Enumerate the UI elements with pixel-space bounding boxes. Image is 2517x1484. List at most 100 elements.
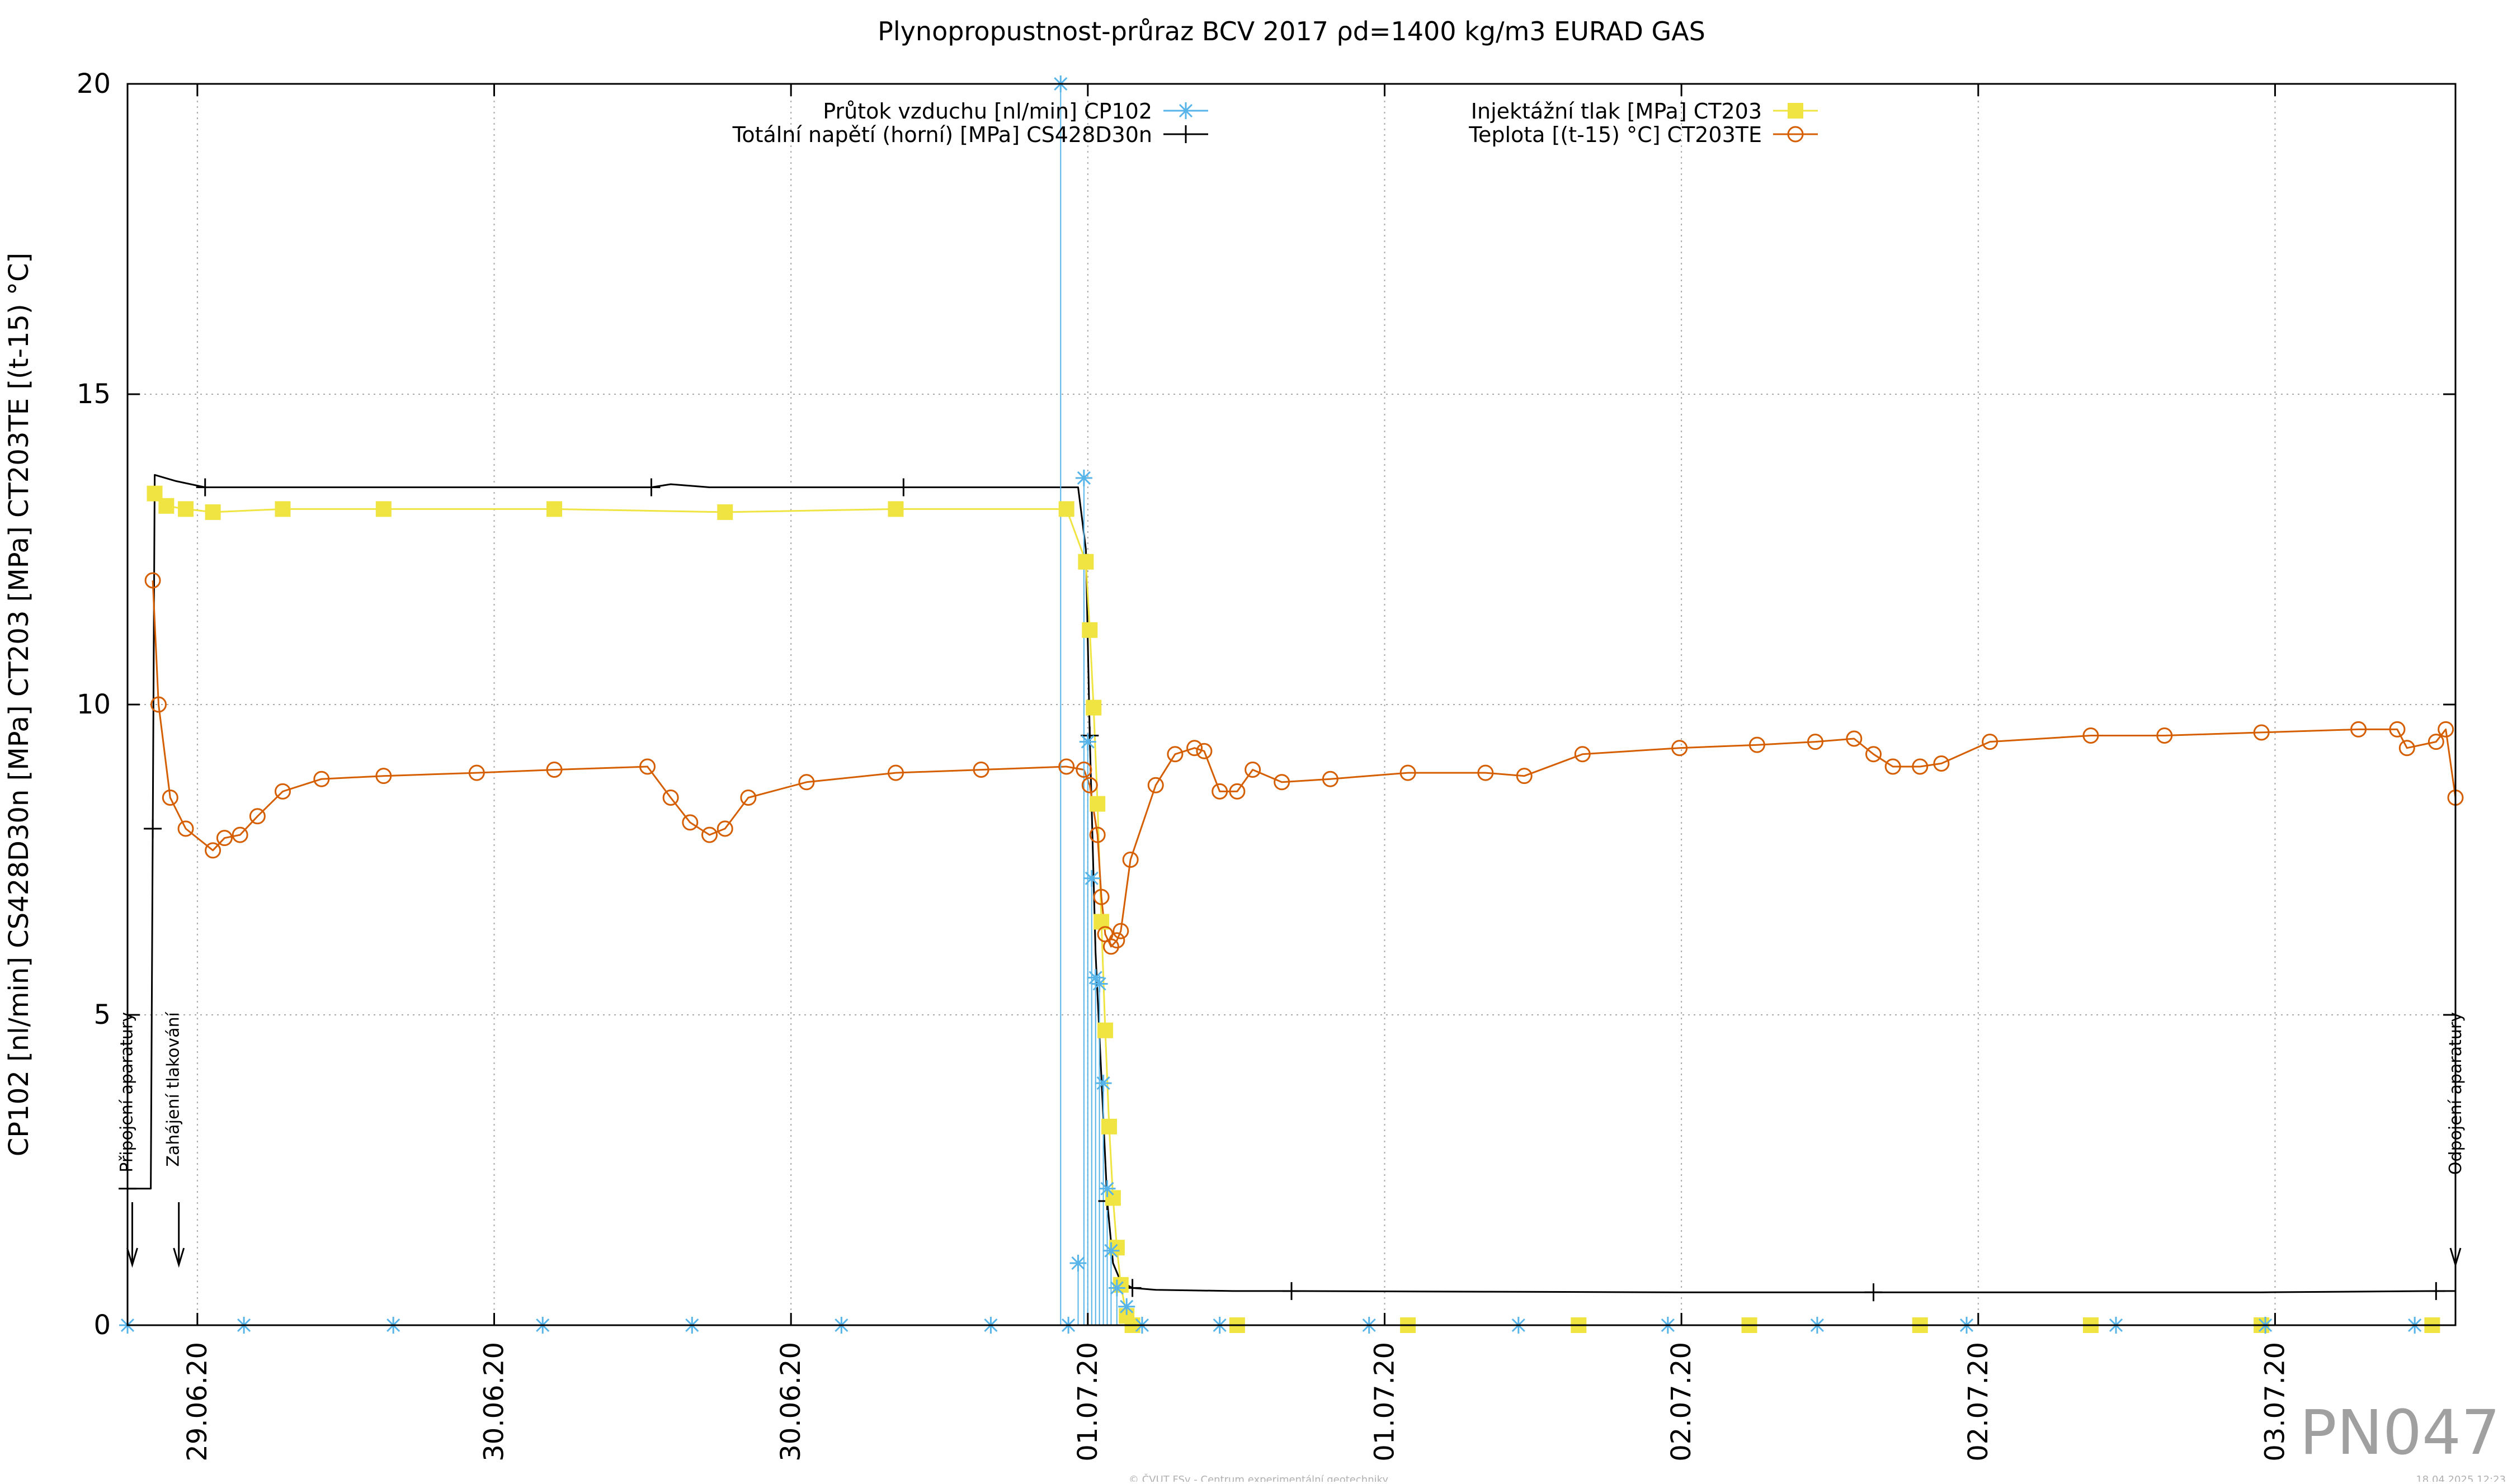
series-2-point <box>1322 771 1338 787</box>
series-0-point <box>2427 1282 2445 1300</box>
series-1-point <box>1090 796 1106 812</box>
y-tick-label: 10 <box>77 689 111 720</box>
series-2-point <box>162 790 178 806</box>
series-1-point <box>205 504 221 520</box>
series-2-point <box>1274 774 1290 791</box>
series-2-point <box>1748 736 1765 753</box>
watermark: PN047 <box>2299 1397 2500 1468</box>
legend-swatch-marker <box>1787 126 1804 143</box>
series-2-point <box>249 808 266 825</box>
series-2-point <box>1516 768 1533 784</box>
series-2-point <box>701 826 718 843</box>
series-2-point <box>682 814 699 831</box>
annotation-layer: Připojení aparatury Zahájení tlakování Odp… <box>117 1011 2466 1268</box>
series-0-point <box>642 478 661 497</box>
series-2-point <box>1807 734 1823 750</box>
series-1-point <box>1058 501 1074 517</box>
series-2-point <box>1196 743 1213 759</box>
series-3-point <box>1108 1279 1125 1297</box>
series-1-point <box>1078 554 1094 570</box>
legend-label: Teplota [(t-15) °C] CT203TE <box>1468 122 1762 147</box>
annotation-label: Zahájení tlakování <box>164 1011 183 1166</box>
series-2-point <box>1109 932 1125 949</box>
series-2-point <box>2398 740 2415 757</box>
legend-swatch-marker <box>1788 103 1803 119</box>
series-0-point <box>144 820 162 838</box>
series-2-point <box>1865 746 1882 763</box>
series-2-point <box>150 696 167 713</box>
y-axis-label: CP102 [nl/min] CS428D30n [MPa] CT203 [MP… <box>3 253 35 1156</box>
series-2-point <box>468 764 485 781</box>
series-2-point <box>1076 762 1092 778</box>
series-2-point <box>2082 727 2099 744</box>
series-2-point <box>313 771 330 787</box>
series-1-point <box>1086 700 1102 716</box>
legend-label: Injektážní tlak [MPa] CT203 <box>1471 99 1762 124</box>
series-2-point <box>375 768 392 784</box>
series-3-point <box>1083 869 1100 887</box>
series-0-point <box>894 478 913 497</box>
series-3-point <box>1095 1075 1112 1092</box>
series-2-point <box>1229 783 1246 800</box>
series-2-point <box>973 762 989 778</box>
series-2-point <box>144 572 161 589</box>
series-3-point <box>1091 975 1108 993</box>
series-2-point <box>1574 746 1591 763</box>
series-2-point <box>1884 758 1901 775</box>
legend-swatch-marker <box>1177 125 1195 143</box>
y-tick-label: 20 <box>77 68 111 100</box>
series-2-point <box>2350 721 2367 738</box>
series-2-point <box>1167 746 1184 763</box>
series-0-point <box>1864 1283 1883 1302</box>
x-tick-label: 01.07.20 <box>1369 1342 1400 1462</box>
legend-label: Průtok vzduchu [nl/min] CP102 <box>823 99 1152 124</box>
series-2-point <box>232 826 248 843</box>
series-2-point <box>1113 923 1129 939</box>
series-3-point <box>1102 1242 1120 1259</box>
series-2-point <box>274 783 291 800</box>
series-2-point <box>798 774 815 791</box>
series-2-point <box>1089 826 1106 843</box>
series-2-point <box>2156 727 2173 744</box>
series-1-point <box>1082 622 1098 638</box>
series-1-point <box>546 501 563 517</box>
series-2-point <box>887 764 904 781</box>
series-2-point <box>1846 730 1863 747</box>
series-2-point <box>1477 764 1494 781</box>
series-2-point <box>205 842 221 859</box>
x-tick-label: 02.07.20 <box>1963 1342 1994 1462</box>
series-2-point <box>1245 762 1261 778</box>
series-2-point <box>1186 740 1203 757</box>
series-2-point <box>1212 783 1228 800</box>
chart-title: Plynopropustnost-průraz BCV 2017 ρd=1400… <box>878 16 1705 46</box>
y-tick-label: 5 <box>93 999 111 1031</box>
series-0-point <box>196 478 214 497</box>
series-3-point <box>1118 1298 1135 1315</box>
series-2-point <box>717 820 733 837</box>
series-2-point <box>1933 755 1950 772</box>
series-2-point <box>2253 724 2270 741</box>
series-2-point <box>2438 721 2454 738</box>
series-2-point <box>1122 852 1139 868</box>
x-tick-label: 03.07.20 <box>2259 1342 2290 1462</box>
series-1-point <box>275 501 291 517</box>
series-1-point <box>1097 1022 1114 1038</box>
series-2-point <box>1147 777 1164 793</box>
series-2-point <box>1081 777 1098 793</box>
series-0-point <box>1283 1282 1300 1300</box>
series-2-point <box>177 820 194 837</box>
series-2-point <box>1671 740 1688 757</box>
legend-swatch-marker <box>1177 102 1194 119</box>
annotation-label: Odpojení aparatury <box>2446 1012 2466 1175</box>
x-tick-label: 30.06.20 <box>775 1342 807 1462</box>
x-tick-label: 29.06.20 <box>182 1342 213 1462</box>
series-2-point <box>1058 758 1075 775</box>
series-2-point <box>1102 938 1119 955</box>
annotation-label: Připojení aparatury <box>117 1012 136 1173</box>
series-2-point <box>2428 734 2444 750</box>
x-tick-label: 30.06.20 <box>479 1342 510 1462</box>
series-2-point <box>639 758 656 775</box>
